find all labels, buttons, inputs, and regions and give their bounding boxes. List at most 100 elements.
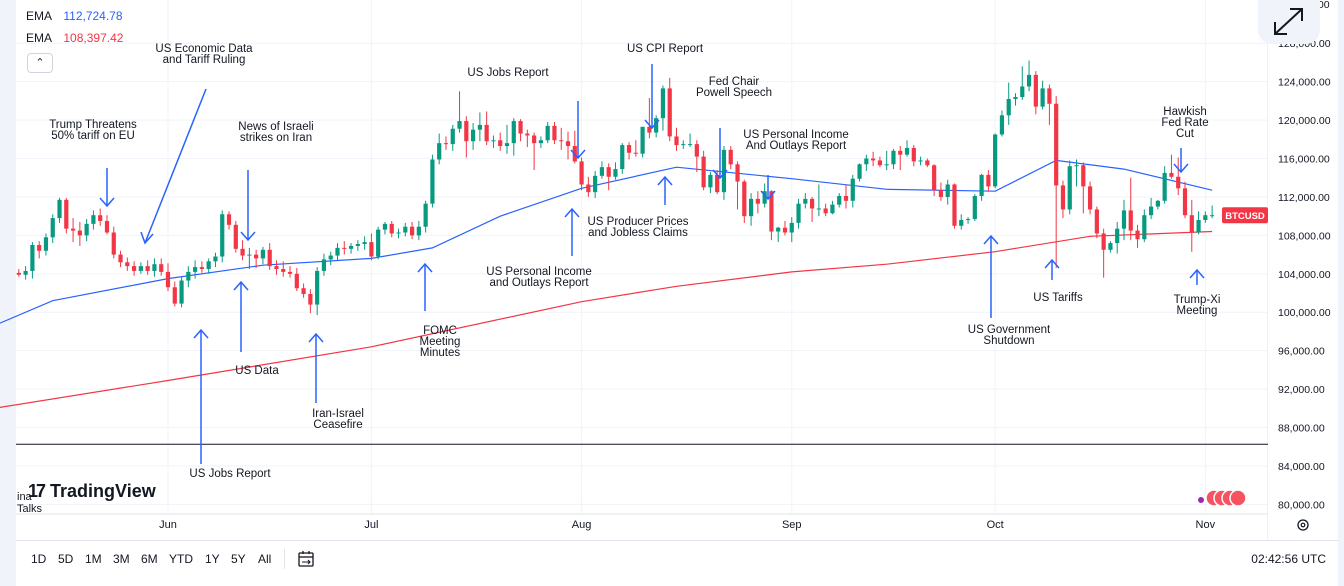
candle	[708, 171, 713, 194]
candle-body	[871, 158, 876, 161]
candle	[37, 241, 42, 259]
candle-body	[437, 143, 442, 160]
annotations: Trump Threatens 50% tariff on EU US Econom…	[49, 43, 1220, 480]
candle-body	[864, 158, 869, 165]
candle	[1155, 199, 1160, 210]
candle	[484, 111, 489, 146]
candle-body	[559, 140, 564, 142]
candle	[993, 133, 998, 189]
annotation-arrowhead	[99, 197, 115, 208]
candle	[111, 226, 116, 259]
timeframe-5y[interactable]: 5Y	[231, 552, 246, 566]
candle-body	[701, 156, 706, 188]
candle-body	[118, 254, 123, 263]
candle-body	[654, 118, 659, 133]
candle-body	[735, 164, 740, 182]
candle	[213, 252, 218, 268]
candle	[152, 258, 157, 277]
annotation-label: Hawkish Fed Rate Cut	[1161, 106, 1208, 140]
candle	[606, 163, 611, 191]
timeframe-1y[interactable]: 1Y	[205, 552, 220, 566]
candle-body	[199, 267, 204, 270]
legend-collapse-button[interactable]: ⌃	[27, 53, 53, 73]
price-tick-label: 124,000.00	[1278, 77, 1331, 89]
clock-readout[interactable]: 02:42:56 UTC	[1251, 552, 1326, 566]
candle-body	[362, 242, 367, 245]
candle-body	[1169, 172, 1174, 177]
time-tick-label: Sep	[782, 519, 802, 531]
candle-body	[945, 184, 950, 197]
timeframe-ytd[interactable]: YTD	[169, 552, 193, 566]
candle-body	[755, 198, 760, 204]
candle	[1013, 93, 1018, 106]
candle	[471, 122, 476, 150]
candle-body	[877, 160, 882, 166]
candle	[464, 116, 469, 158]
candle-body	[498, 140, 503, 147]
timeframe-all[interactable]: All	[258, 552, 272, 566]
candle	[206, 258, 211, 274]
candle	[1169, 154, 1174, 179]
candle	[77, 221, 82, 246]
candle	[898, 146, 903, 171]
candle-body	[1155, 200, 1160, 207]
candle	[145, 260, 150, 275]
event-annotation: US CPI Report	[627, 43, 704, 130]
candle	[1054, 96, 1059, 269]
candle-body	[396, 232, 401, 234]
candle-body	[979, 174, 984, 196]
annotation-arrowhead	[193, 328, 209, 339]
timeframe-3m[interactable]: 3M	[113, 552, 130, 566]
candle	[1074, 159, 1079, 187]
candle	[91, 210, 96, 230]
ema-fast-legend[interactable]: EMA 112,724.78	[26, 9, 123, 23]
candle-body	[674, 136, 679, 146]
timeframe-6m[interactable]: 6M	[141, 552, 158, 566]
candle	[1115, 221, 1120, 254]
candle	[735, 161, 740, 210]
candle-body	[810, 198, 815, 209]
timeframe-5d[interactable]: 5D	[58, 552, 74, 566]
candle	[403, 222, 408, 237]
candle-body	[23, 270, 28, 275]
annotation-arrowhead	[983, 234, 999, 245]
candle	[125, 257, 130, 271]
candle-body	[687, 144, 693, 146]
timeframe-1m[interactable]: 1M	[85, 552, 102, 566]
chevron-up-icon: ⌃	[35, 57, 45, 69]
timeframe-1d[interactable]: 1D	[31, 552, 47, 566]
candle-body	[335, 247, 340, 256]
candle	[647, 97, 652, 139]
price-tick-label: 92,000.00	[1278, 384, 1325, 396]
candle-body	[159, 264, 164, 272]
annotation-arrowhead	[760, 190, 776, 201]
candle	[1142, 209, 1147, 243]
candle	[1149, 197, 1154, 220]
candle-body	[1047, 88, 1052, 104]
candle-body	[57, 199, 62, 219]
expand-button[interactable]	[1258, 0, 1320, 44]
candle	[50, 214, 55, 244]
ema-slow-legend[interactable]: EMA 108,397.42	[26, 31, 123, 45]
calendar-range-icon[interactable]	[297, 549, 317, 569]
candle-body	[565, 141, 571, 147]
candle-body	[1162, 172, 1167, 201]
candle	[443, 136, 449, 150]
candle	[369, 233, 374, 261]
candle-body	[70, 228, 76, 231]
candle	[274, 260, 279, 275]
annotation-label: US Government Shutdown	[968, 324, 1051, 347]
candle	[308, 289, 313, 314]
candle-body	[694, 144, 699, 157]
candle-body	[1189, 215, 1194, 233]
candle-body	[1115, 228, 1120, 244]
candle-body	[1121, 210, 1127, 229]
candle	[1094, 206, 1099, 239]
event-annotation: Hawkish Fed Rate Cut	[1161, 106, 1209, 174]
candle	[904, 140, 910, 157]
candle	[871, 151, 876, 167]
candle-body	[681, 144, 686, 146]
candle-body	[823, 208, 828, 214]
ema-fast-value: 112,724.78	[63, 9, 123, 23]
